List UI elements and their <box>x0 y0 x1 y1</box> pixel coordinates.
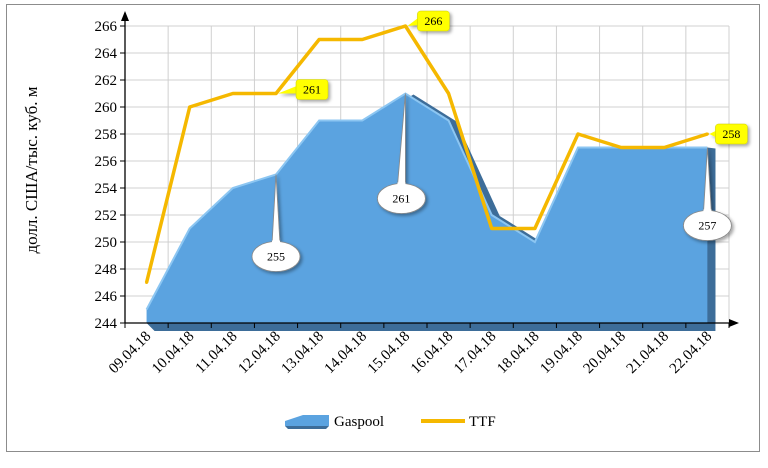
legend-swatch-gaspool-shadow <box>285 426 329 429</box>
gaspool-callout-join <box>272 240 280 245</box>
x-tick-label: 11.04.18 <box>193 329 241 377</box>
y-tick-label: 262 <box>95 73 118 89</box>
ttf-point <box>188 105 192 109</box>
chart-svg: 244 246 248 250 252 254 256 258 260 262 264 266 09.… <box>22 10 748 430</box>
gaspool-callout-label: 257 <box>698 219 716 233</box>
ttf-point <box>705 132 709 136</box>
ttf-point <box>403 24 407 28</box>
x-tick-label: 14.04.18 <box>322 329 370 377</box>
ttf-callout-label: 258 <box>722 127 740 141</box>
ttf-callout: 261 <box>278 79 329 100</box>
ttf-callout-box <box>715 123 748 145</box>
axis-layer <box>120 11 739 328</box>
ttf-callout-label: 261 <box>303 83 321 97</box>
ttf-callout-pointer <box>278 85 298 94</box>
x-tick-label: 13.04.18 <box>279 329 327 377</box>
ttf-callout: 258 <box>709 123 748 145</box>
legend-label-gaspool: Gaspool <box>334 414 384 430</box>
ttf-point <box>490 227 494 230</box>
y-axis-arrow <box>121 11 129 21</box>
x-tick-label: 10.04.18 <box>149 329 197 377</box>
x-tick-label: 16.04.18 <box>408 329 456 377</box>
ttf-point <box>231 92 235 95</box>
x-tick-label: 18.04.18 <box>494 329 542 377</box>
gaspool-callout-join <box>397 182 406 187</box>
gaspool-area-base <box>146 320 716 331</box>
ttf-point <box>274 92 278 95</box>
x-axis-arrow <box>729 319 739 327</box>
ttf-point <box>619 146 623 149</box>
gaspool-callout: 261 <box>377 93 426 214</box>
legend-label-ttf: TTF <box>469 414 496 430</box>
x-tick-label: 12.04.18 <box>235 329 283 377</box>
y-tick-label: 258 <box>95 127 118 143</box>
legend-item-gaspool: Gaspool <box>285 414 384 430</box>
ttf-callout-box <box>417 10 450 32</box>
ttf-point <box>662 146 666 149</box>
ttf-line-layer <box>144 24 709 284</box>
y-axis-title: долл. США/тыс. куб. м <box>22 86 41 253</box>
gaspool-callout: 257 <box>683 147 732 241</box>
gaspool-callout-join <box>703 209 712 214</box>
ttf-callout-label: 266 <box>424 14 442 28</box>
ttf-point <box>533 227 537 230</box>
legend-item-ttf: TTF <box>421 414 496 430</box>
ttf-point <box>317 38 321 41</box>
x-tick-label: 15.04.18 <box>365 329 413 377</box>
gaspool-callout-label: 255 <box>267 250 285 264</box>
y-tick-label: 256 <box>95 154 118 170</box>
ttf-point <box>576 132 580 136</box>
ttf-point <box>145 281 149 284</box>
legend: Gaspool TTF <box>285 414 496 430</box>
x-tick-label: 19.04.18 <box>537 329 585 377</box>
x-tick-label: 09.04.18 <box>106 329 154 377</box>
chart-frame: 244 246 248 250 252 254 256 258 260 262 264 266 09.… <box>6 4 760 452</box>
x-tick-labels: 09.04.1810.04.1811.04.1812.04.1813.04.18… <box>106 329 715 377</box>
y-tick-label: 252 <box>95 208 118 224</box>
ttf-point <box>447 92 451 95</box>
y-tick-label: 254 <box>95 181 118 197</box>
x-tick-label: 17.04.18 <box>451 329 499 377</box>
ttf-callout: 266 <box>407 10 450 32</box>
gaspool-callout-label: 261 <box>392 192 410 206</box>
y-tick-label: 244 <box>95 316 118 332</box>
gaspool-area <box>146 93 708 323</box>
y-tick-label: 250 <box>95 235 118 251</box>
legend-swatch-gaspool <box>285 415 329 426</box>
gaspool-area-layer <box>145 92 716 331</box>
ttf-point <box>360 38 364 41</box>
y-tick-labels: 244 246 248 250 252 254 256 258 260 262 264 266 <box>95 19 118 332</box>
ttf-callout-box <box>295 79 329 100</box>
y-tick-label: 246 <box>95 289 118 305</box>
x-tick-label: 20.04.18 <box>581 329 629 377</box>
ttf-line <box>144 24 708 283</box>
gaspool-area-edge <box>145 92 708 310</box>
x-tick-label: 21.04.18 <box>624 329 672 377</box>
y-tick-label: 264 <box>95 46 118 62</box>
gaspool-callout: 255 <box>251 174 301 272</box>
y-tick-label: 266 <box>95 19 118 35</box>
y-tick-label: 248 <box>95 262 118 278</box>
y-tick-label: 260 <box>95 100 118 116</box>
x-tick-label: 22.04.18 <box>667 329 715 377</box>
data-callouts: 255 261 257 261 266 258 <box>251 10 748 272</box>
ttf-callout-pointer <box>407 17 420 26</box>
